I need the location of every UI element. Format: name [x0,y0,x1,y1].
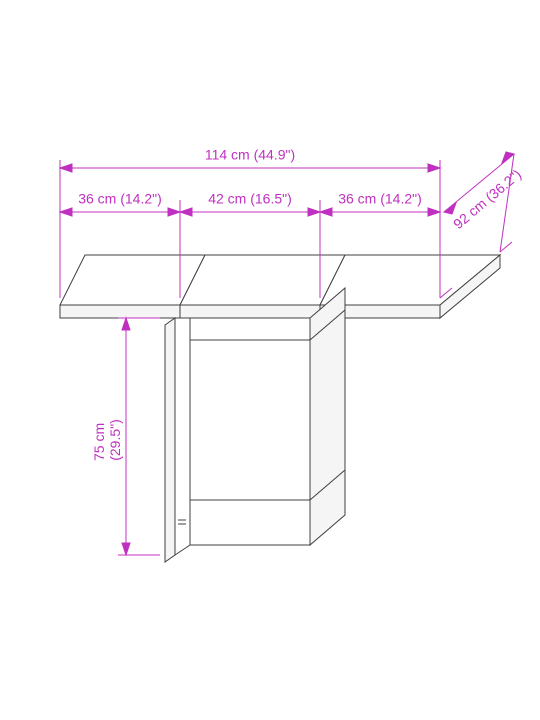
dim-seg-mid-label: 42 cm (16.5") [208,191,292,207]
dim-total-width-label: 114 cm (44.9") [205,147,295,163]
dim-height-label: 75 cm (29.5") [91,419,123,461]
dimension-diagram: 114 cm (44.9") 36 cm (14.2") 42 cm (16.5… [0,0,540,720]
dim-segments: 36 cm (14.2") 42 cm (16.5") 36 cm (14.2"… [60,191,440,216]
dim-height: 75 cm (29.5") [91,318,160,555]
dim-total-width: 114 cm (44.9") [60,147,440,172]
dim-seg-left-label: 36 cm (14.2") [78,191,162,207]
dim-seg-right-label: 36 cm (14.2") [338,191,422,207]
